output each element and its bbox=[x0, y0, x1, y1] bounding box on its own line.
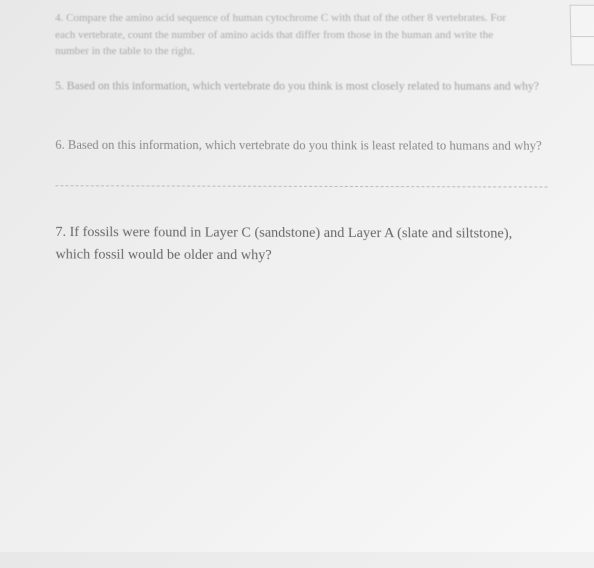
question-7: 7. If fossils were found in Layer C (san… bbox=[55, 221, 574, 269]
question-text: Compare the amino acid sequence of human… bbox=[55, 12, 506, 57]
question-text: Based on this information, which vertebr… bbox=[68, 137, 542, 152]
question-5: 5. Based on this information, which vert… bbox=[55, 78, 571, 96]
question-number: 7. bbox=[55, 224, 66, 239]
question-number: 6. bbox=[55, 137, 64, 151]
section-divider bbox=[55, 185, 547, 187]
question-4: 4. Compare the amino acid sequence of hu… bbox=[55, 10, 571, 60]
worksheet-page: 4. Compare the amino acid sequence of hu… bbox=[0, 0, 594, 568]
question-number: 5. bbox=[55, 80, 64, 92]
question-number: 4. bbox=[55, 12, 63, 24]
question-text: Based on this information, which vertebr… bbox=[67, 80, 539, 93]
table-fragment bbox=[570, 5, 594, 66]
question-text: If fossils were found in Layer C (sandst… bbox=[56, 224, 513, 263]
question-6: 6. Based on this information, which vert… bbox=[55, 135, 572, 155]
